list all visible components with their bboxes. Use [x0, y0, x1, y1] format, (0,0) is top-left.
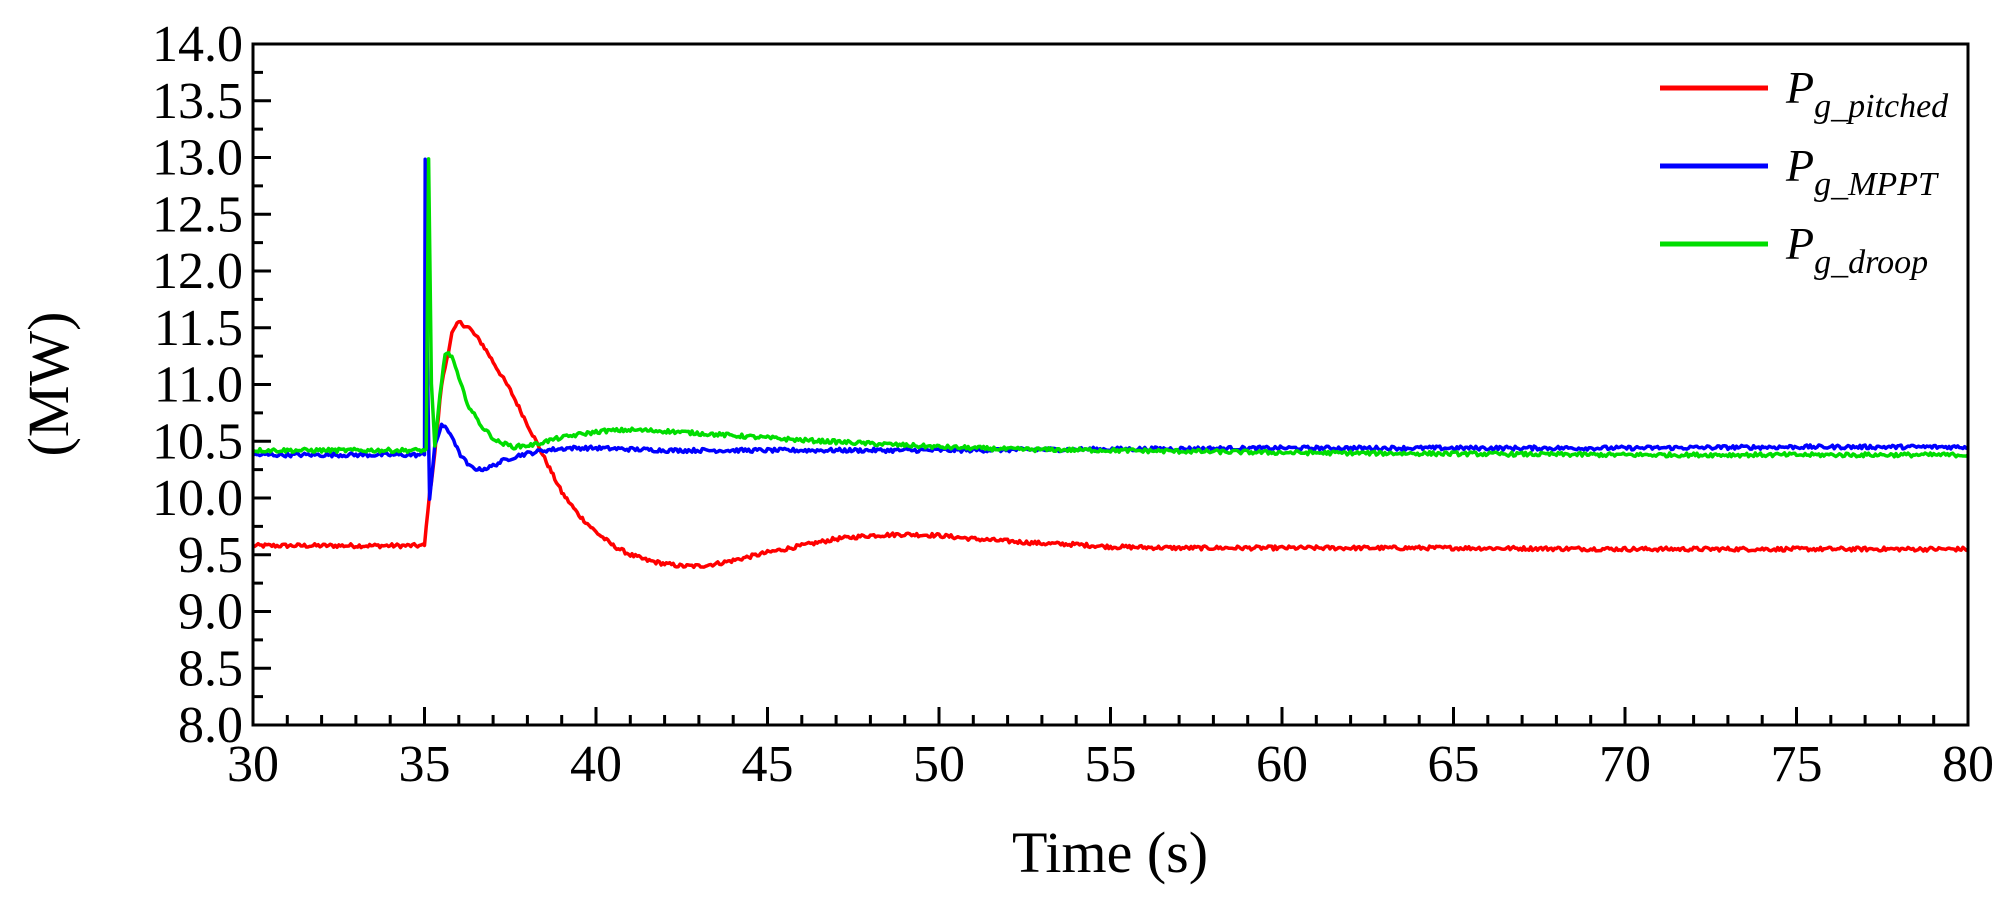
legend-label: Pg_pitched [1785, 62, 1949, 125]
y-tick-label: 14.0 [152, 16, 243, 73]
y-tick-label: 13.0 [152, 130, 243, 187]
legend-label: Pg_MPPT [1785, 140, 1939, 203]
legend-label: Pg_droop [1785, 218, 1928, 281]
series-line-pg-pitched [251, 319, 1970, 570]
y-tick-label: 9.0 [178, 584, 243, 641]
y-tick-label: 11.0 [154, 357, 243, 414]
y-tick-label: 12.5 [152, 186, 243, 243]
plot-frame [251, 42, 1970, 727]
series-line-pg-mppt [251, 157, 1970, 501]
y-tick-label: 9.5 [178, 527, 243, 584]
legend-item: Pg_MPPT [1660, 140, 1939, 203]
y-tick-label: 11.5 [154, 300, 243, 357]
legend: Pg_pitched Pg_MPPT Pg_droop [1660, 62, 1949, 281]
x-tick-label: 30 [227, 736, 279, 793]
x-tick-label: 40 [570, 736, 622, 793]
x-tick-label: 75 [1771, 736, 1823, 793]
y-tick-label: 13.5 [152, 73, 243, 130]
y-axis-title: (MW) [16, 312, 81, 457]
y-tick-label: 10.5 [152, 413, 243, 470]
x-tick-label: 65 [1428, 736, 1480, 793]
y-tick-label: 8.5 [178, 640, 243, 697]
legend-item: Pg_pitched [1660, 62, 1949, 125]
x-axis-title: Time (s) [1012, 820, 1208, 885]
x-tick-label: 55 [1085, 736, 1137, 793]
x-tick-label: 70 [1599, 736, 1651, 793]
x-tick-label: 35 [399, 736, 451, 793]
y-tick-label: 12.0 [152, 243, 243, 300]
y-tick-label: 8.0 [178, 697, 243, 754]
x-tick-label: 80 [1942, 736, 1994, 793]
y-tick-label: 10.0 [152, 470, 243, 527]
x-tick-label: 60 [1256, 736, 1308, 793]
x-tick-label: 50 [913, 736, 965, 793]
series-line-pg-droop [251, 157, 1970, 459]
x-tick-label: 45 [742, 736, 794, 793]
legend-item: Pg_droop [1660, 218, 1928, 281]
